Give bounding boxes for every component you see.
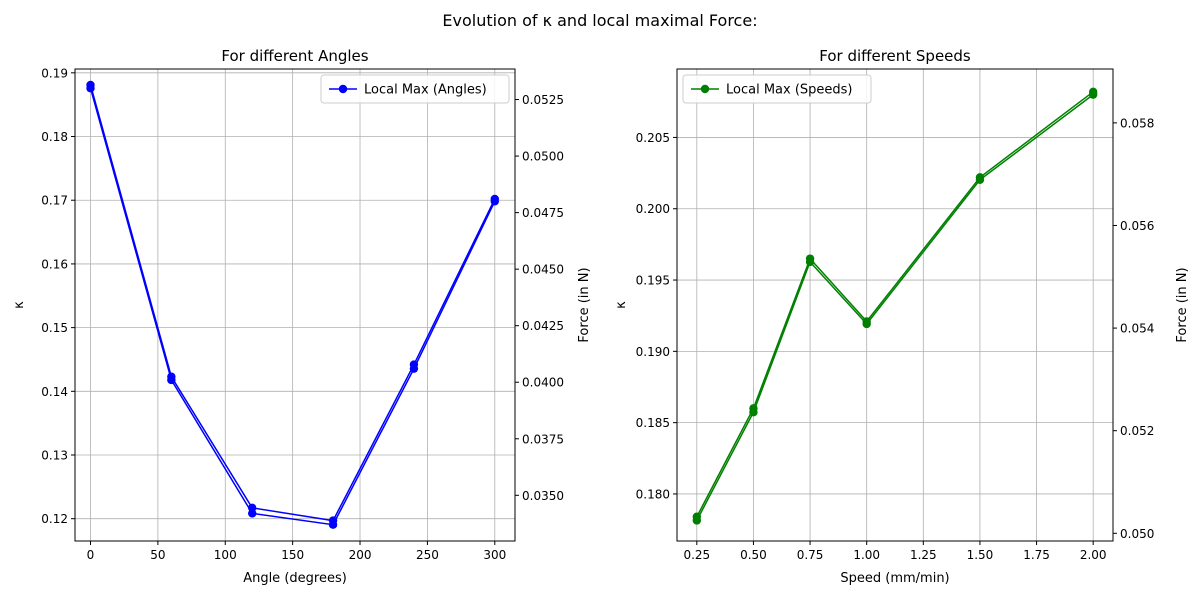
x-tick-label: 0.25 <box>683 548 710 562</box>
x-tick-label: 250 <box>416 548 439 562</box>
x-tick-label: 1.00 <box>853 548 880 562</box>
series-line-kappa <box>696 91 1094 518</box>
y-tick-label: 0.180 <box>636 487 670 501</box>
x-tick-label: 300 <box>483 548 506 562</box>
series-line-force <box>696 94 1094 521</box>
legend-label: Local Max (Speeds) <box>726 83 853 98</box>
legend-marker-swatch <box>338 84 348 94</box>
data-point-force <box>1088 90 1098 99</box>
legend-box <box>682 74 872 104</box>
data-point-force <box>86 84 95 93</box>
y-tick-label: 0.200 <box>636 202 670 216</box>
legend: Local Max (Speeds) <box>682 74 872 104</box>
y-tick-label: 0.15 <box>41 321 68 335</box>
y2-axis-label: Force (in N) <box>577 267 592 342</box>
legend-marker-swatch <box>700 84 710 94</box>
y2-tick-label: 0.052 <box>1120 424 1154 438</box>
y2-tick-label: 0.058 <box>1120 116 1154 130</box>
x-tick-label: 0 <box>87 548 95 562</box>
x-tick-label: 2.00 <box>1080 548 1107 562</box>
x-tick-label: 0.50 <box>740 548 767 562</box>
y-tick-label: 0.205 <box>636 131 670 145</box>
plot-frame <box>74 68 516 542</box>
y-tick-label: 0.13 <box>41 449 68 463</box>
y2-tick-label: 0.0450 <box>522 263 564 277</box>
x-axis-label: Angle (degrees) <box>243 571 347 586</box>
panel-title: For different Speeds <box>819 47 971 65</box>
y2-tick-label: 0.0400 <box>522 376 564 390</box>
figure-suptitle: Evolution of κ and local maximal Force: <box>442 11 757 30</box>
series-line-force <box>89 88 496 526</box>
data-point-force <box>975 175 985 185</box>
y2-tick-label: 0.0500 <box>522 150 564 164</box>
x-tick-label: 0.75 <box>797 548 824 562</box>
x-tick-label: 200 <box>349 548 372 562</box>
legend-box <box>320 74 510 104</box>
y2-tick-label: 0.0425 <box>522 319 564 333</box>
x-tick-label: 50 <box>150 548 165 562</box>
y2-tick-label: 0.0375 <box>522 432 564 446</box>
y2-axis-label: Force (in N) <box>1175 267 1190 342</box>
y2-tick-label: 0.056 <box>1120 219 1154 233</box>
data-point-force <box>862 319 871 329</box>
y-tick-label: 0.195 <box>636 274 670 288</box>
chart-panel-2: 0.25 0.50 0.75 1.00 1.25 1.50 1.75 2.00 0.180 0.1… <box>614 47 1190 586</box>
legend: Local Max (Angles) <box>320 74 510 104</box>
y-tick-label: 0.17 <box>41 194 68 208</box>
data-point-force <box>409 364 419 373</box>
y2-tick-label: 0.0475 <box>522 206 564 220</box>
data-point-force <box>167 375 176 385</box>
chart-panels: 0 50 100 150 200 250 300 0.12 0.13 0.14 0.15 0.16 0.… <box>12 47 1190 586</box>
y-tick-label: 0.185 <box>636 416 670 430</box>
chart-panel-1: 0 50 100 150 200 250 300 0.12 0.13 0.14 0.15 0.16 0.… <box>12 47 592 586</box>
legend-label: Local Max (Angles) <box>364 83 487 98</box>
x-tick-label: 1.75 <box>1023 548 1050 562</box>
y-tick-label: 0.18 <box>41 130 68 144</box>
y-tick-label: 0.12 <box>41 512 68 526</box>
y2-tick-label: 0.0525 <box>522 93 564 107</box>
data-point-force <box>805 257 815 267</box>
data-point-force <box>490 197 499 206</box>
data-point-force <box>328 520 338 529</box>
y-axis-label: κ <box>614 301 629 309</box>
x-axis-label: Speed (mm/min) <box>840 571 949 586</box>
x-tick-label: 150 <box>281 548 304 562</box>
x-tick-label: 100 <box>214 548 237 562</box>
y-tick-label: 0.19 <box>41 66 68 80</box>
y2-tick-label: 0.054 <box>1120 322 1154 336</box>
y2-tick-label: 0.0350 <box>522 489 564 503</box>
data-point-force <box>749 408 758 417</box>
x-tick-label: 1.50 <box>967 548 994 562</box>
panel-title: For different Angles <box>221 47 368 65</box>
y-tick-label: 0.14 <box>41 385 68 399</box>
y-tick-label: 0.16 <box>41 257 68 271</box>
y-axis-label: κ <box>12 301 27 309</box>
data-point-force <box>248 509 257 518</box>
y-tick-label: 0.190 <box>636 345 670 359</box>
y2-tick-label: 0.050 <box>1120 527 1154 541</box>
plot-frame <box>676 68 1114 542</box>
x-tick-label: 1.25 <box>910 548 937 562</box>
data-point-force <box>692 516 702 525</box>
series-line-kappa <box>89 84 496 522</box>
